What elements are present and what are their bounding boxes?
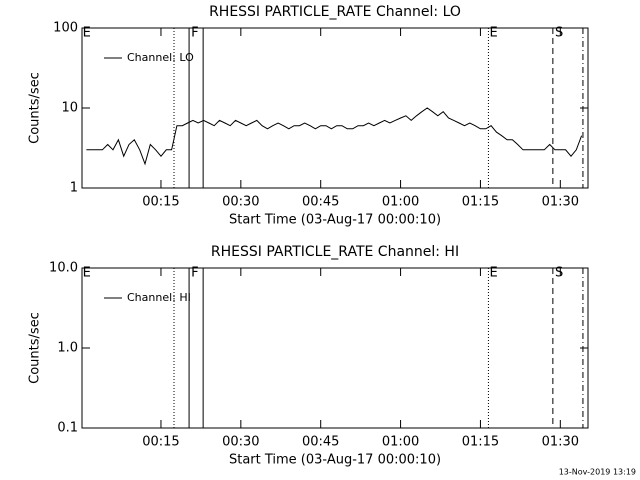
y-tick-label: 10 bbox=[61, 101, 78, 116]
flag-label: S bbox=[555, 26, 563, 41]
x-tick-label: 00:15 bbox=[142, 195, 179, 210]
x-axis-label: Start Time (03-Aug-17 00:00:10) bbox=[229, 213, 441, 228]
y-tick-label: 0.1 bbox=[57, 421, 78, 436]
footer: 13-Nov-2019 13:19 bbox=[559, 468, 636, 477]
x-tick-label: 00:45 bbox=[302, 435, 339, 450]
y-tick-label: 10.0 bbox=[49, 261, 78, 276]
x-tick-label: 01:30 bbox=[542, 435, 579, 450]
x-tick-label: 01:30 bbox=[542, 195, 579, 210]
x-tick-label: 00:30 bbox=[222, 195, 259, 210]
y-tick-label: 1 bbox=[70, 181, 78, 196]
y-axis-label: Counts/sec bbox=[28, 72, 43, 144]
legend-label: Channel: LO bbox=[127, 51, 194, 64]
x-tick-label: 01:00 bbox=[382, 435, 419, 450]
flag-label: F bbox=[191, 26, 198, 41]
x-tick-label: 01:00 bbox=[382, 195, 419, 210]
data-line bbox=[86, 107, 583, 166]
flag-label: S bbox=[555, 266, 563, 281]
x-tick-label: 00:45 bbox=[302, 195, 339, 210]
x-tick-label: 01:15 bbox=[462, 195, 499, 210]
x-tick-label: 00:30 bbox=[222, 435, 259, 450]
chart-title: RHESSI PARTICLE_RATE Channel: LO bbox=[209, 4, 461, 20]
flag-label: E bbox=[83, 26, 91, 41]
x-tick-label: 00:15 bbox=[142, 435, 179, 450]
x-axis-label: Start Time (03-Aug-17 00:00:10) bbox=[229, 453, 441, 468]
flag-label: E bbox=[489, 26, 497, 41]
y-tick-label: 100 bbox=[53, 21, 78, 36]
flag-label: E bbox=[489, 266, 497, 281]
x-tick-label: 01:15 bbox=[462, 435, 499, 450]
flag-label: F bbox=[191, 266, 198, 281]
chart-title: RHESSI PARTICLE_RATE Channel: HI bbox=[211, 244, 459, 260]
flag-label: E bbox=[83, 266, 91, 281]
y-tick-label: 1.0 bbox=[57, 341, 78, 356]
legend-label: Channel: HI bbox=[127, 291, 191, 304]
y-axis-label: Counts/sec bbox=[28, 312, 43, 384]
